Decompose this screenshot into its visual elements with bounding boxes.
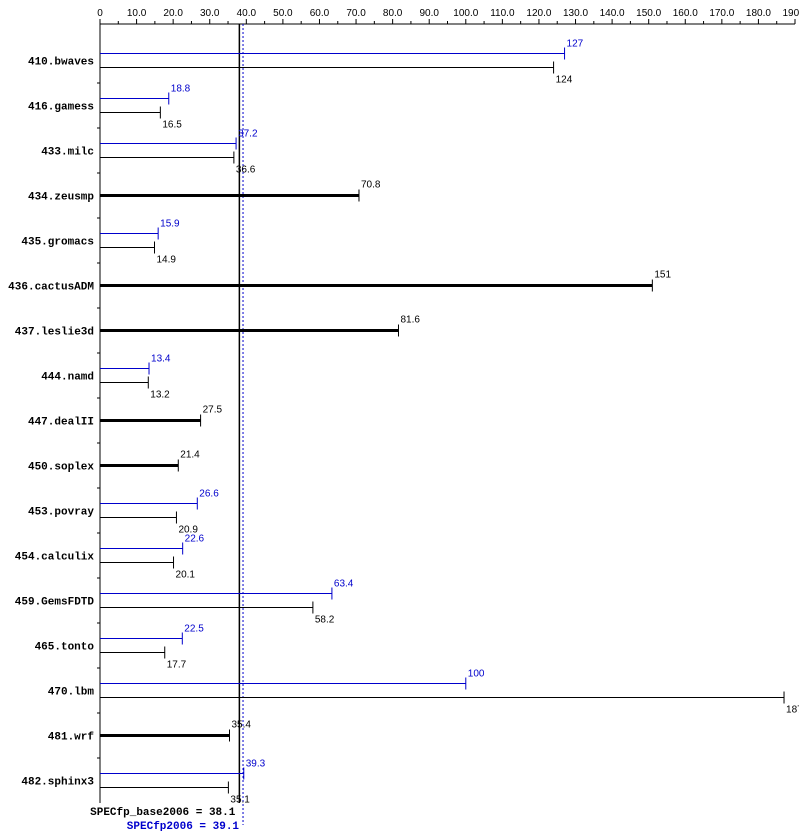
- benchmark-label: 437.leslie3d: [15, 327, 94, 339]
- peak-value-label: 22.6: [185, 534, 205, 545]
- base-value-label: 35.4: [231, 720, 251, 731]
- benchmark-label: 453.povray: [28, 507, 94, 519]
- benchmark-label: 470.lbm: [48, 687, 95, 699]
- benchmark-label: 481.wrf: [48, 732, 95, 744]
- benchmark-label: 416.gamess: [28, 102, 94, 114]
- benchmark-label: 434.zeusmp: [28, 192, 94, 204]
- x-tick-label: 170.0: [709, 8, 734, 19]
- peak-value-label: 22.5: [184, 624, 204, 635]
- base-value-label: 151: [654, 270, 671, 281]
- benchmark-label: 433.milc: [41, 147, 94, 159]
- base-value-label: 124: [556, 75, 573, 86]
- x-tick-label: 110.0: [490, 8, 515, 19]
- x-tick-label: 60.0: [310, 8, 330, 19]
- base-value-label: 20.1: [176, 570, 196, 581]
- x-tick-label: 20.0: [163, 8, 183, 19]
- benchmark-label: 447.dealII: [28, 417, 94, 429]
- base-value-label: 36.6: [236, 165, 256, 176]
- x-tick-label: 100.0: [453, 8, 478, 19]
- x-tick-label: 190.0: [782, 8, 799, 19]
- x-tick-label: 80.0: [383, 8, 403, 19]
- x-tick-label: 0: [97, 8, 103, 19]
- x-tick-label: 70.0: [346, 8, 366, 19]
- base-value-label: 187: [786, 705, 799, 716]
- benchmark-label: 482.sphinx3: [21, 777, 94, 789]
- peak-value-label: 63.4: [334, 579, 354, 590]
- benchmark-label: 444.namd: [41, 372, 94, 384]
- base-value-label: 14.9: [157, 255, 177, 266]
- x-tick-label: 160.0: [673, 8, 698, 19]
- x-tick-label: 30.0: [200, 8, 220, 19]
- base-value-label: 17.7: [167, 660, 187, 671]
- x-tick-label: 140.0: [600, 8, 625, 19]
- benchmark-label: 435.gromacs: [21, 237, 94, 249]
- x-tick-label: 150.0: [636, 8, 661, 19]
- benchmark-label: 436.cactusADM: [8, 282, 94, 294]
- peak-reference-label: SPECfp2006 = 39.1: [127, 821, 240, 831]
- peak-value-label: 26.6: [199, 489, 219, 500]
- base-value-label: 35.1: [230, 795, 250, 806]
- base-value-label: 27.5: [203, 405, 223, 416]
- benchmark-label: 450.soplex: [28, 462, 94, 474]
- base-value-label: 13.2: [150, 390, 170, 401]
- x-tick-label: 180.0: [746, 8, 771, 19]
- peak-value-label: 18.8: [171, 84, 191, 95]
- x-tick-label: 10.0: [127, 8, 147, 19]
- base-value-label: 81.6: [400, 315, 420, 326]
- peak-value-label: 100: [468, 669, 485, 680]
- specfp-chart: 0 10.0 20.0 30.0 40.0 50.0 60.0 70.0 80.0 90.0 100…: [0, 0, 799, 831]
- peak-value-label: 127: [567, 39, 584, 50]
- benchmark-label: 454.calculix: [15, 552, 95, 564]
- base-value-label: 70.8: [361, 180, 381, 191]
- base-value-label: 58.2: [315, 615, 335, 626]
- x-tick-label: 50.0: [273, 8, 293, 19]
- base-reference-label: SPECfp_base2006 = 38.1: [90, 807, 236, 819]
- x-tick-label: 130.0: [563, 8, 588, 19]
- x-tick-label: 40.0: [237, 8, 257, 19]
- benchmark-label: 410.bwaves: [28, 57, 94, 69]
- peak-value-label: 13.4: [151, 354, 171, 365]
- x-tick-label: 90.0: [419, 8, 439, 19]
- peak-value-label: 37.2: [238, 129, 258, 140]
- peak-value-label: 39.3: [246, 759, 266, 770]
- benchmark-label: 465.tonto: [35, 642, 95, 654]
- base-value-label: 16.5: [162, 120, 182, 131]
- peak-value-label: 15.9: [160, 219, 180, 230]
- benchmark-label: 459.GemsFDTD: [15, 597, 95, 609]
- base-value-label: 21.4: [180, 450, 200, 461]
- x-tick-label: 120.0: [526, 8, 551, 19]
